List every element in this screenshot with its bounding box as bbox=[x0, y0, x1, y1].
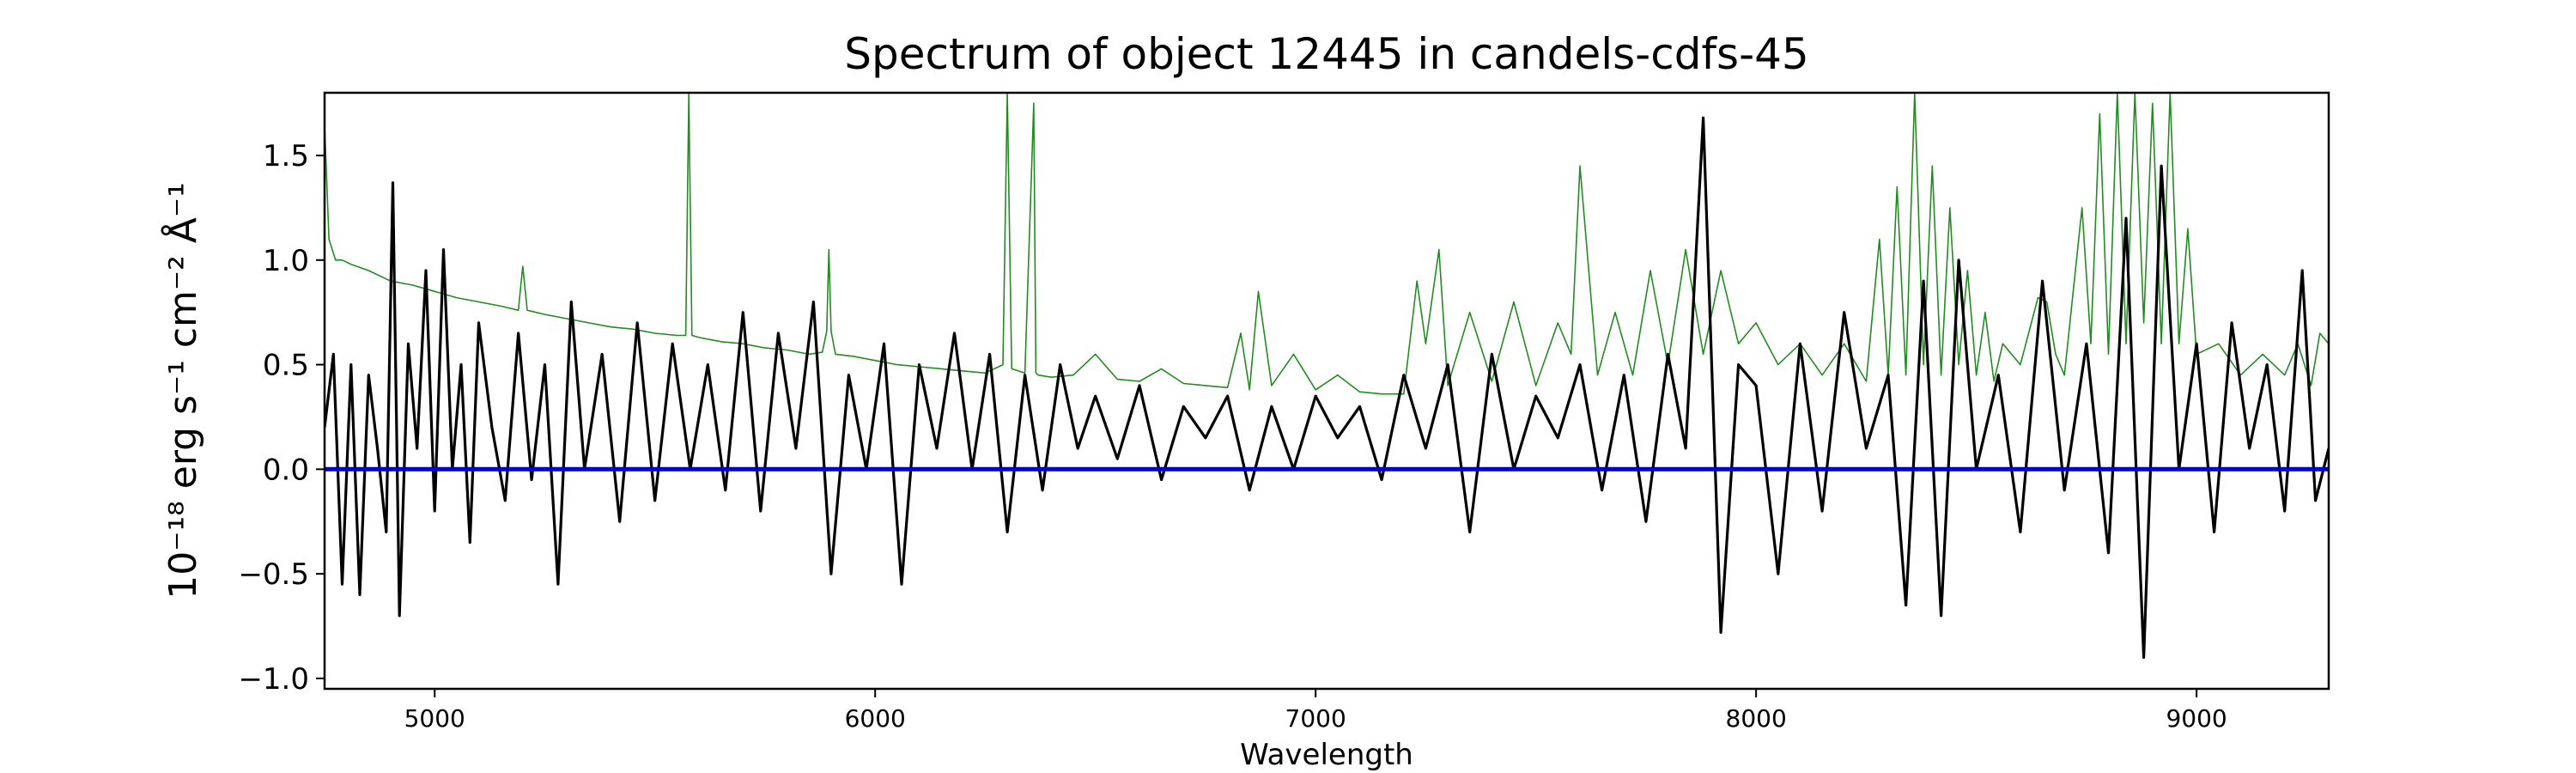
chart-title: Spectrum of object 12445 in candels-cdfs… bbox=[844, 29, 1809, 79]
y-axis: −1.0 −0.5 0.0 0.5 1.0 1.5 bbox=[238, 139, 325, 697]
plot-area bbox=[323, 91, 2330, 691]
y-tick-label: 0.5 bbox=[263, 349, 309, 383]
x-tick-label: 7000 bbox=[1285, 704, 1346, 733]
flux-series-line bbox=[325, 116, 2329, 660]
y-tick-label: −0.5 bbox=[238, 557, 309, 592]
x-tick-label: 6000 bbox=[845, 704, 906, 733]
series-layer bbox=[325, 93, 2329, 660]
y-tick-label: 1.0 bbox=[263, 244, 309, 278]
y-tick-label: 0.0 bbox=[263, 453, 309, 487]
x-tick-label: 9000 bbox=[2166, 704, 2227, 733]
y-tick-label: −1.0 bbox=[238, 662, 309, 697]
plot-background bbox=[325, 93, 2329, 689]
y-tick-label: 1.5 bbox=[263, 139, 309, 173]
x-axis-label: Wavelength bbox=[1240, 738, 1413, 772]
x-tick-label: 5000 bbox=[404, 704, 465, 733]
error-series-line bbox=[325, 93, 2329, 395]
x-axis: 5000 6000 7000 8000 9000 bbox=[404, 689, 2227, 733]
plot-frame bbox=[323, 91, 2330, 691]
y-axis-label: 10⁻¹⁸ erg s⁻¹ cm⁻² Å⁻¹ bbox=[160, 182, 205, 599]
x-tick-label: 8000 bbox=[1726, 704, 1787, 733]
